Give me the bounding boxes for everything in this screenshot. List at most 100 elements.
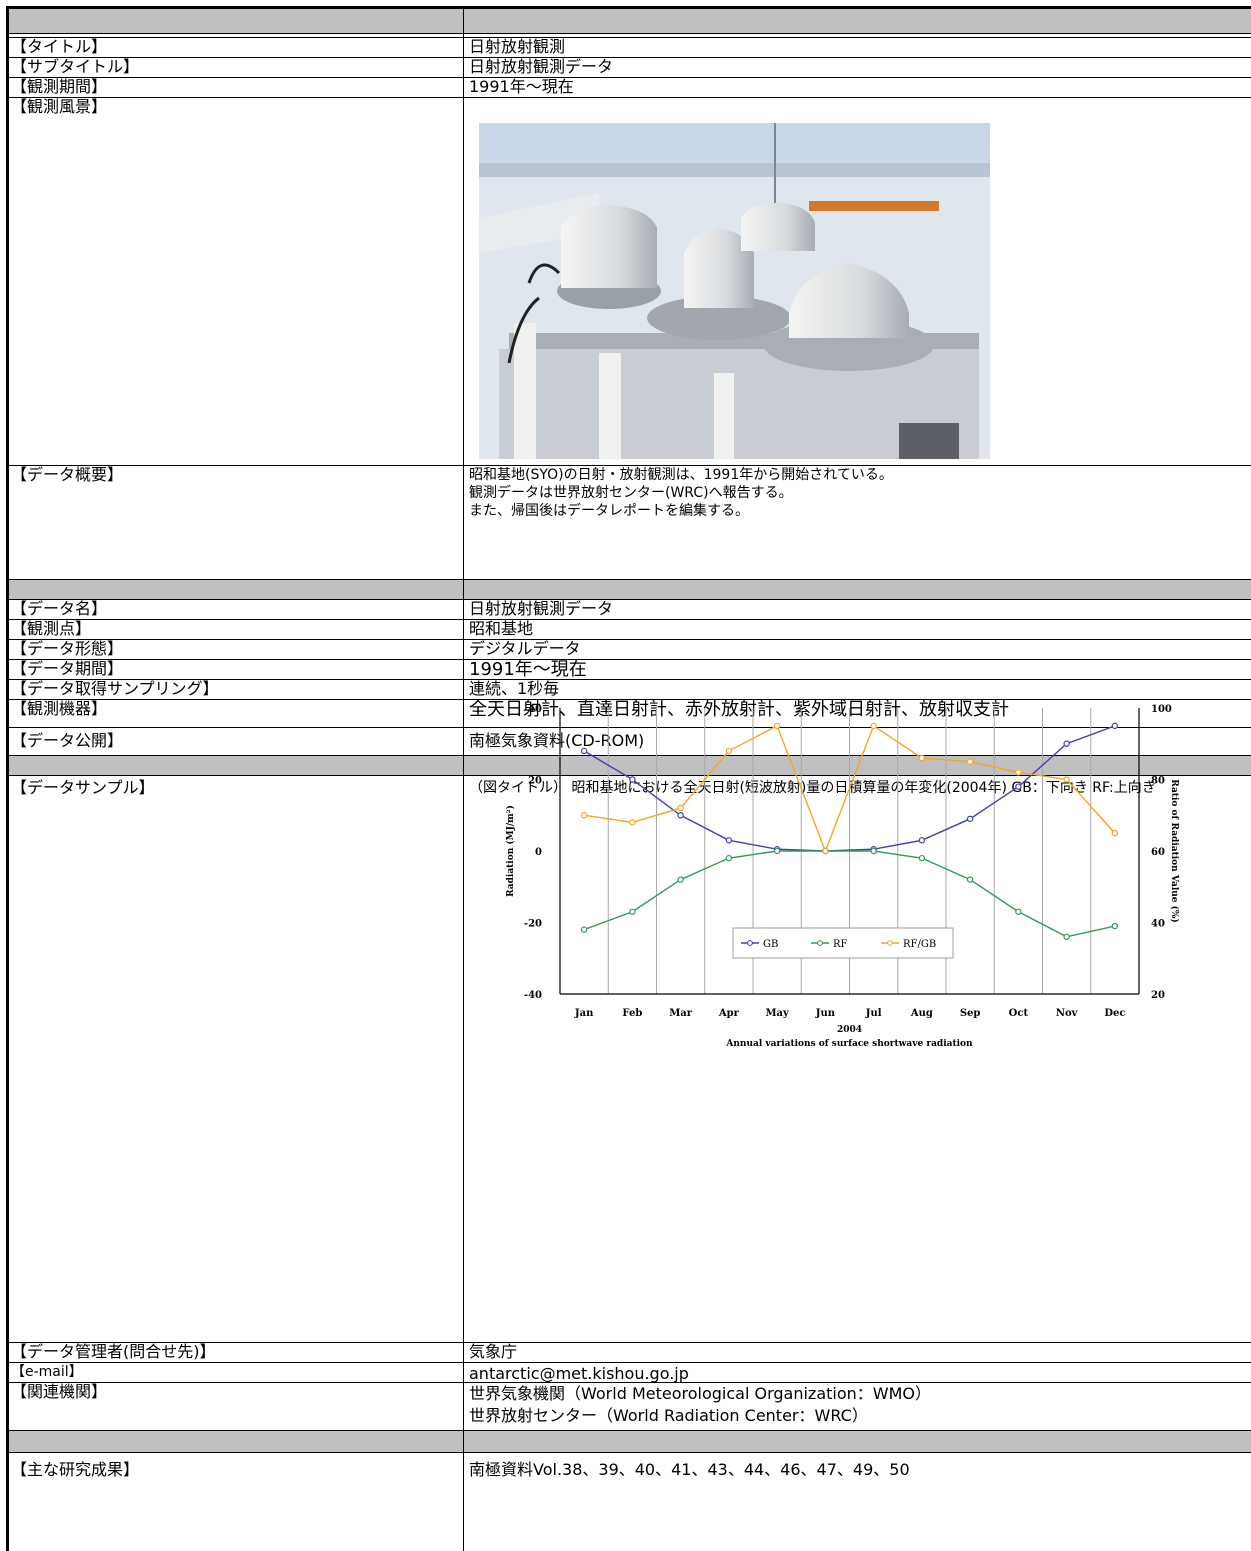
label-sampling: 【データ取得サンプリング】 bbox=[11, 679, 219, 698]
y2-axis-title: Ratio of Radiation Value (%) bbox=[1169, 779, 1180, 922]
y2-tick-label: 80 bbox=[1151, 776, 1165, 787]
row-related: 【関連機関】 世界気象機関（World Meteorological Organ… bbox=[9, 1383, 1251, 1431]
data-point-gb bbox=[677, 812, 684, 819]
radiation-chart: 40 20 0 -20 -40 100 80 60 40 20 Jan Feb Mar Apr May Jun… bbox=[505, 704, 1180, 1049]
data-point-rf-gb bbox=[1111, 829, 1119, 837]
gray-row-2 bbox=[9, 580, 1251, 600]
row-results: 【主な研究成果】 南極資料Vol.38、39、40、41、43、44、46、47… bbox=[9, 1453, 1251, 1551]
label-email: 【e-mail】 bbox=[11, 1364, 83, 1380]
label-station: 【観測点】 bbox=[11, 619, 92, 638]
label-overview: 【データ概要】 bbox=[11, 465, 124, 484]
row-manager: 【データ管理者(問合せ先)】 気象庁 bbox=[9, 1343, 1251, 1363]
row-data-name: 【データ名】 日射放射観測データ bbox=[9, 600, 1251, 620]
value-email[interactable]: antarctic@met.kishou.go.jp bbox=[469, 1364, 689, 1383]
row-station: 【観測点】 昭和基地 bbox=[9, 620, 1251, 640]
row-email: 【e-mail】 antarctic@met.kishou.go.jp bbox=[9, 1363, 1251, 1383]
data-point-gb bbox=[725, 837, 733, 844]
data-point-rf bbox=[918, 854, 926, 862]
related-line-2: 世界放射センター（World Radiation Center：WRC） bbox=[469, 1406, 868, 1425]
row-period: 【観測期間】 1991年～現在 bbox=[9, 78, 1251, 98]
label-publication: 【データ公開】 bbox=[11, 731, 124, 750]
data-point-rf-gb bbox=[966, 758, 974, 765]
data-point-rf-gb bbox=[1015, 769, 1022, 776]
row-overview: 【データ概要】 昭和基地(SYO)の日射・放射観測は、1991年から開始されてい… bbox=[9, 466, 1251, 580]
value-period: 1991年～現在 bbox=[469, 77, 574, 96]
series-line-rf bbox=[583, 850, 1116, 938]
value-instruments: 全天日射計、直達日射計、赤外放射計、紫外域日射計、放射収支計 bbox=[469, 699, 1009, 720]
value-manager: 気象庁 bbox=[469, 1342, 518, 1361]
data-point-rf bbox=[725, 854, 733, 862]
x-tick-label: Mar bbox=[669, 1008, 693, 1019]
label-title: 【タイトル】 bbox=[11, 37, 108, 56]
data-point-rf bbox=[629, 908, 636, 915]
value-sampling: 連続、1秒毎 bbox=[469, 679, 560, 698]
value-publication: 南極気象資料(CD-ROM) bbox=[469, 731, 645, 750]
chart-subtitle: Annual variations of surface shortwave r… bbox=[725, 1039, 973, 1049]
series-line-rf-gb bbox=[584, 724, 1116, 853]
legend-label: RF bbox=[833, 939, 848, 950]
data-point-gb bbox=[966, 815, 974, 823]
x-tick-label: Jul bbox=[865, 1008, 882, 1019]
data-point-rf bbox=[677, 876, 684, 883]
row-subtitle: 【サブタイトル】 日射放射観測データ bbox=[9, 58, 1251, 78]
left-border bbox=[6, 6, 9, 1551]
overview-line-1: 昭和基地(SYO)の日射・放射観測は、1991年から開始されている。 bbox=[469, 467, 893, 483]
data-point-rf-gb bbox=[918, 754, 926, 762]
y-tick-label: 0 bbox=[535, 847, 542, 858]
y-tick-label: 20 bbox=[528, 776, 542, 787]
data-point-rf-gb bbox=[677, 804, 684, 812]
x-tick-label: Sep bbox=[960, 1008, 981, 1019]
overview-line-2: 観測データは世界放射センター(WRC)へ報告する。 bbox=[469, 485, 793, 501]
data-point-rf bbox=[966, 876, 974, 883]
value-overview: 昭和基地(SYO)の日射・放射観測は、1991年から開始されている。 観測データ… bbox=[464, 466, 1251, 520]
label-results: 【主な研究成果】 bbox=[11, 1460, 140, 1479]
x-tick-label: Feb bbox=[622, 1008, 642, 1019]
value-title: 日射放射観測 bbox=[469, 37, 566, 56]
y2-tick-label: 60 bbox=[1151, 847, 1165, 858]
y2-tick-label: 40 bbox=[1151, 919, 1165, 930]
y-tick-label: -40 bbox=[524, 990, 542, 1001]
label-period: 【観測期間】 bbox=[11, 77, 108, 96]
data-point-rf-gb bbox=[870, 722, 877, 730]
legend-label: RF/GB bbox=[903, 939, 936, 950]
data-point-gb bbox=[580, 747, 588, 755]
legend-box bbox=[732, 927, 954, 959]
data-point-rf bbox=[773, 847, 781, 855]
label-scene: 【観測風景】 bbox=[11, 97, 108, 116]
value-results: 南極資料Vol.38、39、40、41、43、44、46、47、49、50 bbox=[469, 1460, 910, 1479]
value-data-period: 1991年～現在 bbox=[469, 659, 587, 680]
row-sampling: 【データ取得サンプリング】 連続、1秒毎 bbox=[9, 680, 1251, 700]
label-data-name: 【データ名】 bbox=[11, 599, 108, 618]
x-tick-label: Oct bbox=[1009, 1008, 1029, 1019]
row-title: 【タイトル】 日射放射観測 bbox=[9, 38, 1251, 58]
y-tick-label: 40 bbox=[528, 704, 542, 715]
value-station: 昭和基地 bbox=[469, 619, 534, 638]
value-data-name: 日射放射観測データ bbox=[469, 599, 614, 618]
data-point-gb bbox=[629, 776, 636, 783]
data-point-rf-gb bbox=[773, 722, 781, 730]
x-tick-label: Nov bbox=[1056, 1008, 1079, 1019]
x-tick-label: Jan bbox=[574, 1008, 594, 1019]
x-tick-label: Jun bbox=[815, 1008, 836, 1019]
label-instruments: 【観測機器】 bbox=[11, 699, 108, 718]
data-point-rf-gb bbox=[580, 812, 588, 819]
data-point-rf bbox=[580, 926, 588, 933]
data-point-rf bbox=[1063, 933, 1070, 940]
header-gray-row bbox=[9, 9, 1251, 34]
data-point-gb bbox=[1015, 783, 1022, 790]
label-subtitle: 【サブタイトル】 bbox=[11, 57, 140, 76]
x-tick-label: May bbox=[765, 1008, 790, 1019]
overview-line-3: また、帰国後はデータレポートを編集する。 bbox=[469, 503, 749, 519]
data-point-rf bbox=[870, 847, 877, 855]
legend-marker bbox=[817, 940, 823, 946]
row-sample: 【データサンプル】 （図タイトル） 昭和基地における全天日射(短波放射)量の日積… bbox=[9, 776, 1251, 1343]
label-sample: 【データサンプル】 bbox=[11, 778, 155, 797]
data-point-rf bbox=[1015, 908, 1022, 915]
value-subtitle: 日射放射観測データ bbox=[469, 57, 614, 76]
label-data-period: 【データ期間】 bbox=[11, 659, 124, 678]
label-related: 【関連機関】 bbox=[11, 1382, 108, 1401]
x-tick-label: Apr bbox=[718, 1008, 740, 1019]
data-point-rf-gb bbox=[725, 747, 733, 755]
legend-marker bbox=[887, 940, 893, 946]
label-format: 【データ形態】 bbox=[11, 639, 124, 658]
